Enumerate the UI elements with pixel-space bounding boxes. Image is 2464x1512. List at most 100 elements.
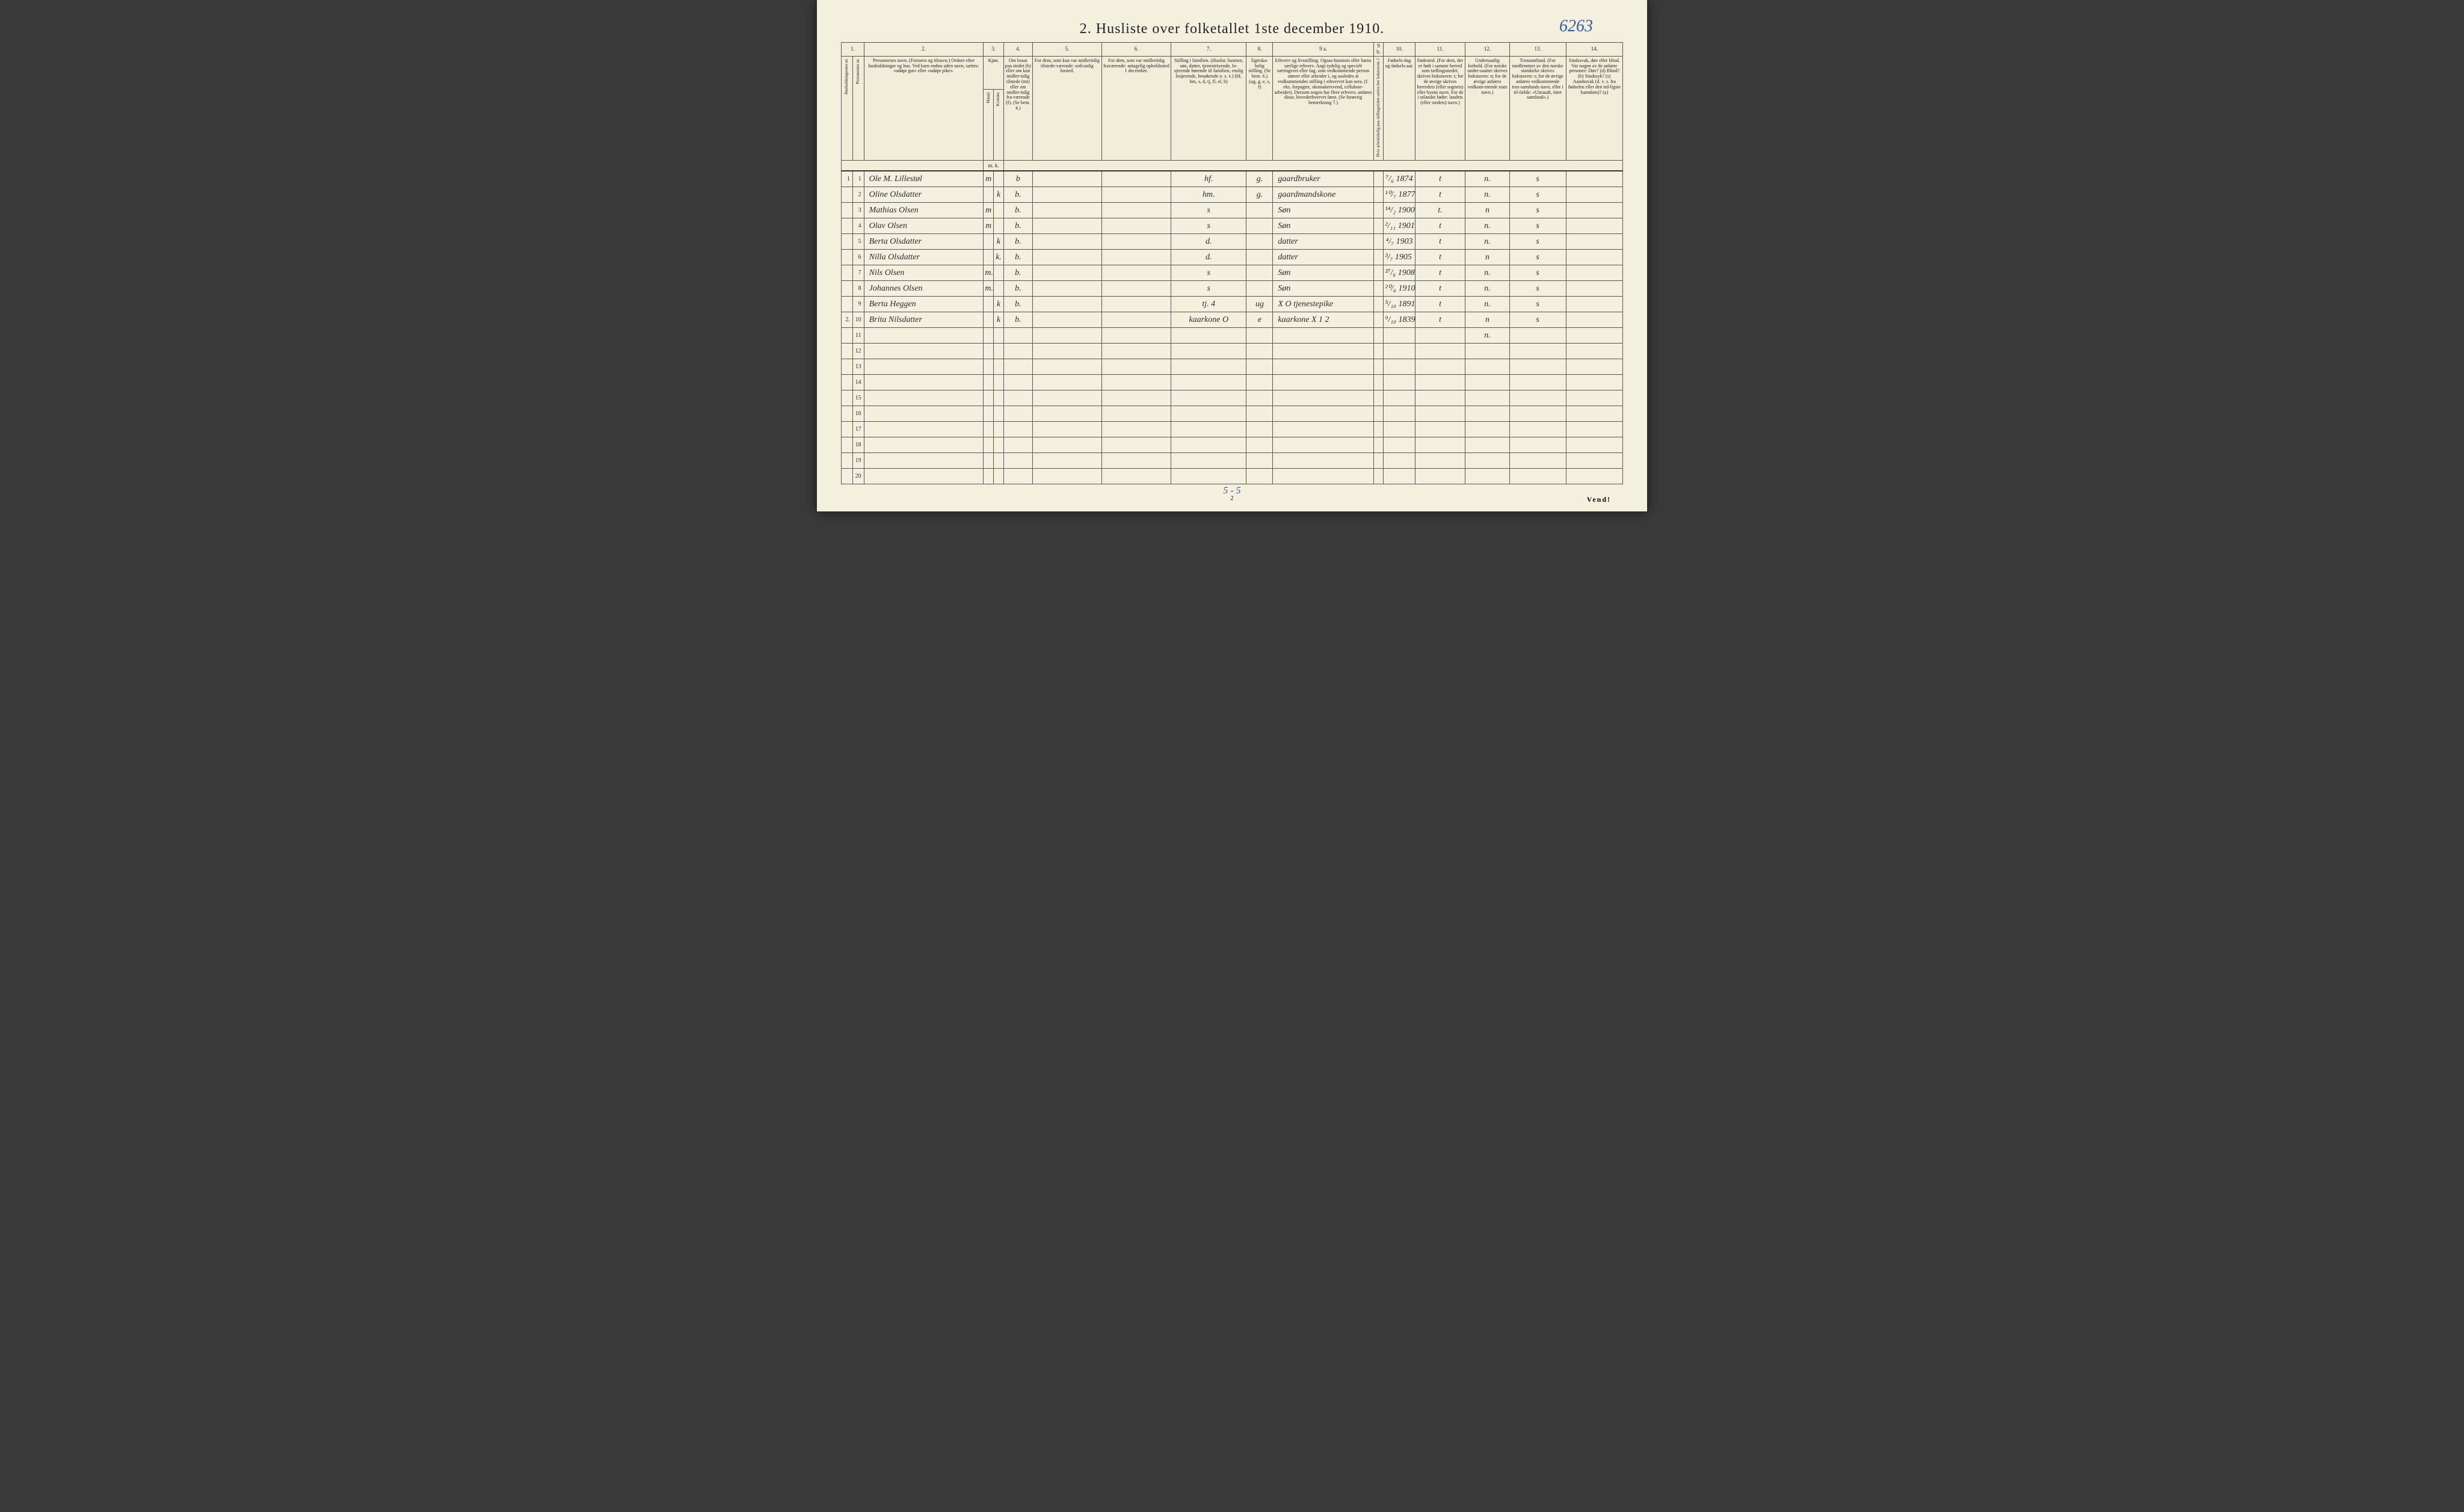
cell-person-nr: 13 xyxy=(852,359,864,375)
table-row: 14 xyxy=(842,375,1623,390)
cell-person-nr: 3 xyxy=(852,203,864,218)
cell-household-nr xyxy=(842,234,853,250)
cell-temp-absent xyxy=(1101,375,1171,390)
cell-disability xyxy=(1566,344,1622,359)
cell-unemployed xyxy=(1373,218,1384,234)
cell-male xyxy=(984,375,994,390)
cell-unemployed xyxy=(1373,250,1384,265)
table-row: 20 xyxy=(842,469,1623,484)
cell-household-nr xyxy=(842,265,853,281)
cell-name: Ole M. Lillestøl xyxy=(864,171,984,187)
cell-unemployed xyxy=(1373,187,1384,203)
cell-birthplace: t xyxy=(1415,281,1465,297)
cell-disability xyxy=(1566,406,1622,422)
cell-temp-present xyxy=(1032,281,1101,297)
cell-temp-present xyxy=(1032,250,1101,265)
col-num: 9 b. xyxy=(1373,43,1384,57)
cell-occupation xyxy=(1273,328,1373,344)
cell-household-nr xyxy=(842,297,853,312)
header-temp-present: For dem, som kun var midlertidig tilsted… xyxy=(1032,56,1101,161)
cell-religion xyxy=(1509,422,1566,437)
header-name: Personernes navn. (Fornavn og tilnavn.) … xyxy=(864,56,984,161)
cell-temp-absent xyxy=(1101,406,1171,422)
cell-birth: ⁴/₇ 1903 xyxy=(1384,234,1415,250)
cell-nationality: n. xyxy=(1465,171,1509,187)
cell-person-nr: 9 xyxy=(852,297,864,312)
cell-family-position xyxy=(1171,406,1246,422)
cell-birth: ³/₇ 1905 +1 xyxy=(1384,250,1415,265)
cell-marital: g. xyxy=(1246,171,1273,187)
cell-temp-absent xyxy=(1101,171,1171,187)
col-num: 10. xyxy=(1384,43,1415,57)
cell-birthplace: t xyxy=(1415,250,1465,265)
cell-birth xyxy=(1384,375,1415,390)
cell-temp-present xyxy=(1032,203,1101,218)
cell-birth: ¹⁴/₂ 1900 xyxy=(1384,203,1415,218)
cell-unemployed xyxy=(1373,265,1384,281)
cell-female xyxy=(994,171,1004,187)
cell-household-nr xyxy=(842,218,853,234)
cell-person-nr: 19 xyxy=(852,453,864,469)
cell-marital xyxy=(1246,218,1273,234)
cell-female: k xyxy=(994,312,1004,328)
cell-male: m xyxy=(984,218,994,234)
cell-residence: b. xyxy=(1003,218,1032,234)
cell-person-nr: 8 xyxy=(852,281,864,297)
cell-marital xyxy=(1246,406,1273,422)
cell-birth: ²⁷/₆ 1908 xyxy=(1384,265,1415,281)
cell-nationality: n. xyxy=(1465,328,1509,344)
cell-temp-absent xyxy=(1101,218,1171,234)
cell-marital xyxy=(1246,328,1273,344)
cell-female xyxy=(994,390,1004,406)
cell-religion xyxy=(1509,328,1566,344)
cell-unemployed xyxy=(1373,406,1384,422)
cell-male xyxy=(984,437,994,453)
cell-religion: s xyxy=(1509,250,1566,265)
header-mk: m. k. xyxy=(984,161,1003,171)
cell-male xyxy=(984,344,994,359)
cell-person-nr: 18 xyxy=(852,437,864,453)
cell-male: m xyxy=(984,171,994,187)
cell-residence xyxy=(1003,359,1032,375)
cell-religion: s xyxy=(1509,281,1566,297)
cell-family-position xyxy=(1171,359,1246,375)
cell-temp-present xyxy=(1032,297,1101,312)
cell-person-nr: 2 xyxy=(852,187,864,203)
cell-marital xyxy=(1246,390,1273,406)
cell-disability xyxy=(1566,203,1622,218)
cell-male xyxy=(984,406,994,422)
cell-marital xyxy=(1246,469,1273,484)
cell-male: m xyxy=(984,203,994,218)
cell-family-position xyxy=(1171,437,1246,453)
cell-household-nr xyxy=(842,281,853,297)
cell-family-position xyxy=(1171,328,1246,344)
cell-female xyxy=(994,375,1004,390)
cell-residence xyxy=(1003,328,1032,344)
cell-temp-present xyxy=(1032,390,1101,406)
header-label-row: Husholdningernes nr. Personernes nr. Per… xyxy=(842,56,1623,89)
cell-birthplace: t xyxy=(1415,265,1465,281)
cell-unemployed xyxy=(1373,422,1384,437)
cell-female xyxy=(994,437,1004,453)
table-row: 7Nils Olsenm.b.sSøn²⁷/₆ 1908tn.s xyxy=(842,265,1623,281)
cell-occupation xyxy=(1273,344,1373,359)
cell-birthplace xyxy=(1415,390,1465,406)
col-num: 5. xyxy=(1032,43,1101,57)
cell-temp-absent xyxy=(1101,234,1171,250)
cell-marital: g. xyxy=(1246,187,1273,203)
cell-temp-present xyxy=(1032,453,1101,469)
cell-unemployed xyxy=(1373,297,1384,312)
cell-marital xyxy=(1246,265,1273,281)
header-family-position: Stilling i familien. (Husfar, husmor, sø… xyxy=(1171,56,1246,161)
cell-male xyxy=(984,469,994,484)
cell-nationality xyxy=(1465,375,1509,390)
header-residence: Om bosat paa stedet (b) eller om kun mid… xyxy=(1003,56,1032,161)
cell-unemployed xyxy=(1373,453,1384,469)
cell-disability xyxy=(1566,218,1622,234)
cell-family-position xyxy=(1171,390,1246,406)
cell-temp-present xyxy=(1032,344,1101,359)
cell-name xyxy=(864,469,984,484)
header-nationality: Undersaatlig forhold. (For norske under-… xyxy=(1465,56,1509,161)
cell-male: m. xyxy=(984,281,994,297)
cell-disability xyxy=(1566,328,1622,344)
